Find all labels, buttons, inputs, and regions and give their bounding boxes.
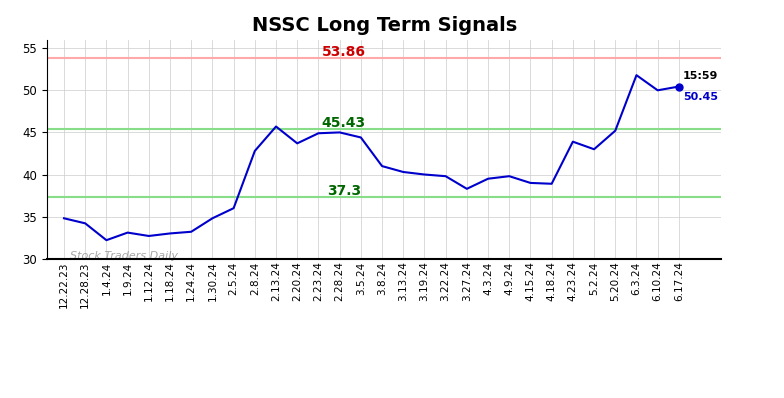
Text: 53.86: 53.86 bbox=[322, 45, 366, 59]
Text: 37.3: 37.3 bbox=[327, 184, 361, 198]
Text: 45.43: 45.43 bbox=[321, 116, 366, 130]
Text: 15:59: 15:59 bbox=[683, 70, 718, 81]
Text: Stock Traders Daily: Stock Traders Daily bbox=[71, 251, 179, 261]
Text: 50.45: 50.45 bbox=[683, 92, 718, 102]
Title: NSSC Long Term Signals: NSSC Long Term Signals bbox=[252, 16, 517, 35]
